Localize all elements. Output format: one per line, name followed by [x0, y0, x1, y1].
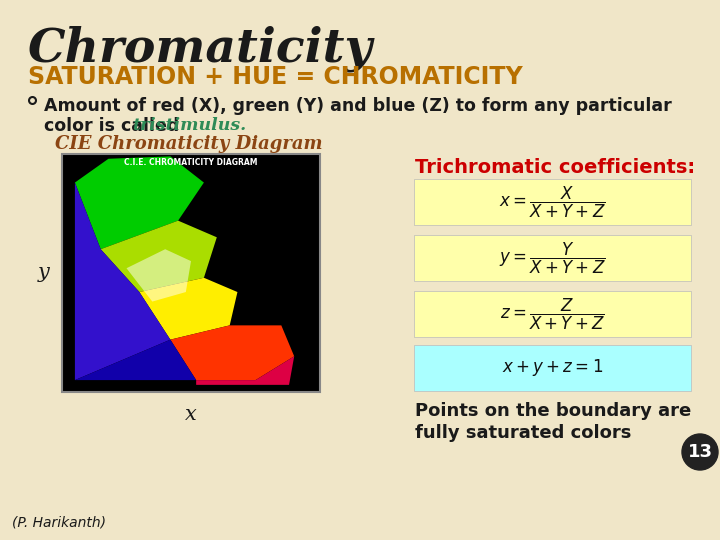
Text: tristimulus.: tristimulus.	[132, 117, 246, 134]
Text: Chromaticity: Chromaticity	[28, 25, 373, 71]
FancyBboxPatch shape	[414, 235, 691, 281]
Text: C.I.E. CHROMATICITY DIAGRAM: C.I.E. CHROMATICITY DIAGRAM	[125, 158, 258, 167]
Text: color is called: color is called	[44, 117, 185, 135]
Text: CIE Chromaticity Diagram: CIE Chromaticity Diagram	[55, 135, 323, 153]
Polygon shape	[140, 278, 238, 340]
Polygon shape	[196, 356, 294, 385]
FancyBboxPatch shape	[414, 345, 691, 391]
Polygon shape	[75, 340, 196, 380]
Text: x: x	[185, 404, 197, 423]
Text: Points on the boundary are: Points on the boundary are	[415, 402, 691, 420]
Text: y: y	[38, 264, 50, 282]
Text: fully saturated colors: fully saturated colors	[415, 424, 631, 442]
Polygon shape	[127, 249, 191, 301]
Text: $z = \dfrac{Z}{X+Y+Z}$: $z = \dfrac{Z}{X+Y+Z}$	[500, 296, 605, 332]
Polygon shape	[171, 326, 294, 380]
Circle shape	[682, 434, 718, 470]
FancyBboxPatch shape	[414, 291, 691, 337]
Text: $x = \dfrac{X}{X+Y+Z}$: $x = \dfrac{X}{X+Y+Z}$	[499, 184, 606, 220]
Polygon shape	[101, 221, 217, 292]
Text: $x + y + z = 1$: $x + y + z = 1$	[502, 357, 603, 379]
Text: $y = \dfrac{Y}{X+Y+Z}$: $y = \dfrac{Y}{X+Y+Z}$	[499, 240, 606, 275]
Text: Amount of red (X), green (Y) and blue (Z) to form any particular: Amount of red (X), green (Y) and blue (Z…	[44, 97, 672, 115]
Text: Trichromatic coefficients:: Trichromatic coefficients:	[415, 158, 695, 177]
Text: (P. Harikanth): (P. Harikanth)	[12, 516, 106, 530]
Text: SATURATION + HUE = CHROMATICITY: SATURATION + HUE = CHROMATICITY	[28, 65, 523, 89]
Polygon shape	[75, 183, 171, 380]
FancyBboxPatch shape	[62, 154, 320, 392]
FancyBboxPatch shape	[414, 179, 691, 225]
Text: 13: 13	[688, 443, 713, 461]
Polygon shape	[75, 157, 204, 249]
